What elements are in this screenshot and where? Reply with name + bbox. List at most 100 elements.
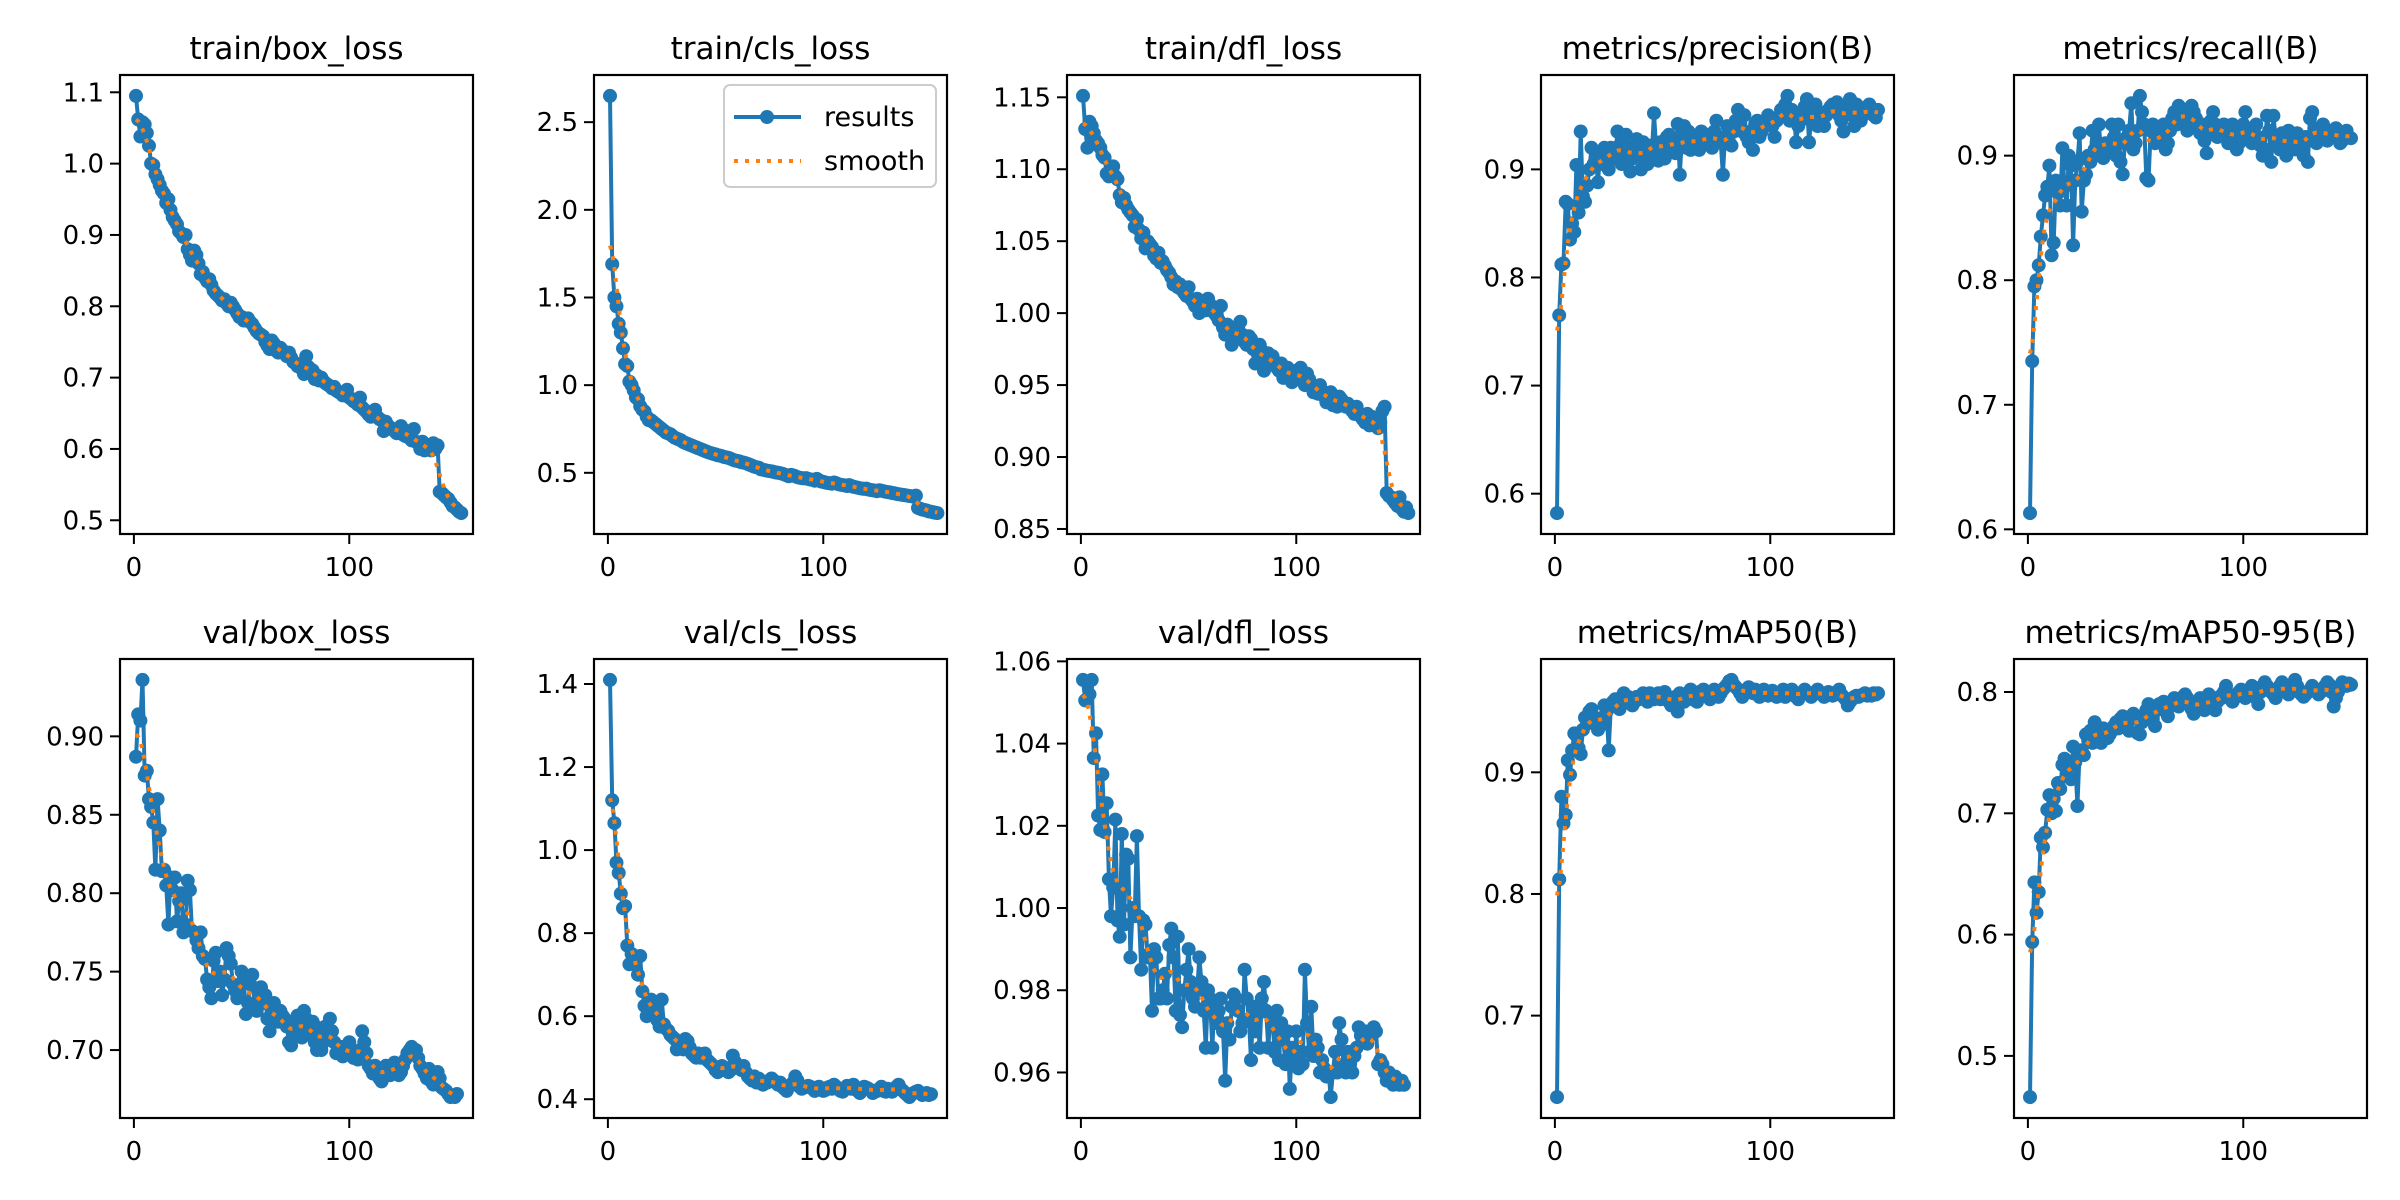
data-point [1373, 415, 1388, 430]
data-point [2206, 105, 2221, 120]
data-point [208, 945, 223, 960]
subplot-train-cls-loss: train/cls_loss 0 100 0.5 1.0 1.5 2.0 2.5 results… [537, 31, 949, 583]
data-point [1166, 950, 1181, 965]
data-point [2344, 677, 2358, 692]
y-tick-label: 0.7 [1957, 799, 1998, 829]
data-point [1112, 929, 1127, 944]
data-point [1108, 812, 1123, 827]
y-tick-label: 0.80 [46, 879, 104, 909]
legend-smooth-label: smooth [824, 146, 925, 177]
legend: results smooth [723, 84, 937, 188]
y-tick-label: 0.85 [46, 801, 104, 831]
data-point [1289, 1024, 1304, 1039]
data-point [1300, 1016, 1314, 1031]
data-point [2059, 198, 2074, 213]
axes-frame [1065, 657, 1422, 1120]
smooth-line [2028, 683, 2352, 954]
data-point [1558, 807, 1573, 822]
data-point [1095, 767, 1110, 782]
y-tick-label: 0.8 [1957, 266, 1998, 296]
data-point [2300, 154, 2315, 169]
subplot-metrics-map50-b-: metrics/mAP50(B) 0 100 0.7 0.8 0.9 [1484, 615, 1896, 1167]
smooth-line [134, 118, 462, 512]
data-point [2135, 105, 2149, 120]
x-tick-label: 100 [798, 553, 848, 583]
x-tick-label: 0 [1547, 1137, 1564, 1167]
data-point [1724, 138, 1739, 153]
data-point [322, 1011, 337, 1026]
data-point [1323, 1090, 1338, 1105]
data-point [1173, 1007, 1187, 1022]
data-point [1623, 164, 1638, 179]
y-tick-label: 0.98 [993, 976, 1051, 1006]
data-point [2111, 117, 2126, 132]
y-tick-label: 1.02 [993, 812, 1051, 842]
data-point [430, 438, 445, 453]
data-point [223, 956, 238, 971]
data-point [603, 672, 617, 687]
data-point [1257, 975, 1271, 989]
data-point [1149, 950, 1164, 965]
data-point [1213, 298, 1228, 313]
subplot-title: train/cls_loss [671, 31, 871, 67]
data-point [2141, 173, 2156, 188]
y-tick-label: 0.5 [63, 506, 104, 536]
data-point [2092, 117, 2106, 132]
subplot-title: metrics/mAP50(B) [1577, 615, 1858, 651]
data-point [1377, 399, 1392, 414]
data-point [1802, 135, 1816, 150]
y-tick-label: 0.8 [537, 919, 578, 949]
data-point [454, 506, 469, 521]
x-tick-label: 100 [2218, 1137, 2268, 1167]
y-tick-label: 0.85 [993, 515, 1051, 545]
data-point [1110, 172, 1125, 187]
subplot-val-box-loss: val/box_loss 0 100 0.70 0.75 0.80 0.85 0.90 [46, 615, 475, 1167]
data-point [2132, 88, 2147, 103]
axes-frame [118, 657, 475, 1120]
x-tick-label: 0 [600, 1137, 617, 1167]
data-point [139, 126, 154, 140]
x-tick-label: 0 [2020, 553, 2037, 583]
data-point [133, 713, 148, 728]
data-point [2070, 154, 2085, 169]
legend-frame [723, 84, 937, 188]
axes-frame [592, 73, 949, 536]
data-point [1076, 88, 1090, 103]
data-point [245, 967, 260, 982]
y-tick-label: 2.5 [537, 108, 578, 138]
data-point [1369, 1024, 1383, 1039]
data-point [299, 349, 314, 364]
data-point [1233, 314, 1248, 329]
data-point [1086, 751, 1101, 765]
y-tick-label: 0.6 [537, 1002, 578, 1032]
y-tick-label: 0.75 [46, 958, 104, 988]
data-point [1222, 1032, 1237, 1047]
data-point [2266, 108, 2281, 123]
data-point [2199, 146, 2214, 161]
y-tick-label: 0.8 [1957, 678, 1998, 708]
y-tick-label: 0.8 [63, 292, 104, 322]
subplot-metrics-precision-b-: metrics/precision(B) 0 100 0.6 0.7 0.8 0.9 [1484, 31, 1896, 583]
data-point [1160, 991, 1174, 1006]
y-tick-label: 0.90 [993, 443, 1051, 473]
data-point [1397, 1077, 1411, 1092]
y-tick-label: 1.06 [993, 647, 1051, 677]
data-point [930, 506, 945, 521]
y-tick-label: 1.04 [993, 730, 1051, 760]
data-point [135, 672, 150, 687]
data-point [633, 949, 648, 963]
y-tick-label: 1.1 [63, 78, 104, 108]
data-point [1304, 999, 1319, 1014]
data-point [1817, 119, 1832, 134]
data-point [616, 341, 630, 356]
y-tick-label: 0.6 [1484, 480, 1525, 510]
data-point [129, 749, 143, 764]
data-point [1647, 106, 1661, 121]
data-point [1117, 917, 1131, 932]
smooth-line [1555, 684, 1879, 896]
data-point [359, 1046, 374, 1061]
data-point [908, 488, 923, 503]
data-point [139, 763, 154, 778]
data-point [2115, 167, 2130, 182]
data-point [1871, 102, 1885, 117]
